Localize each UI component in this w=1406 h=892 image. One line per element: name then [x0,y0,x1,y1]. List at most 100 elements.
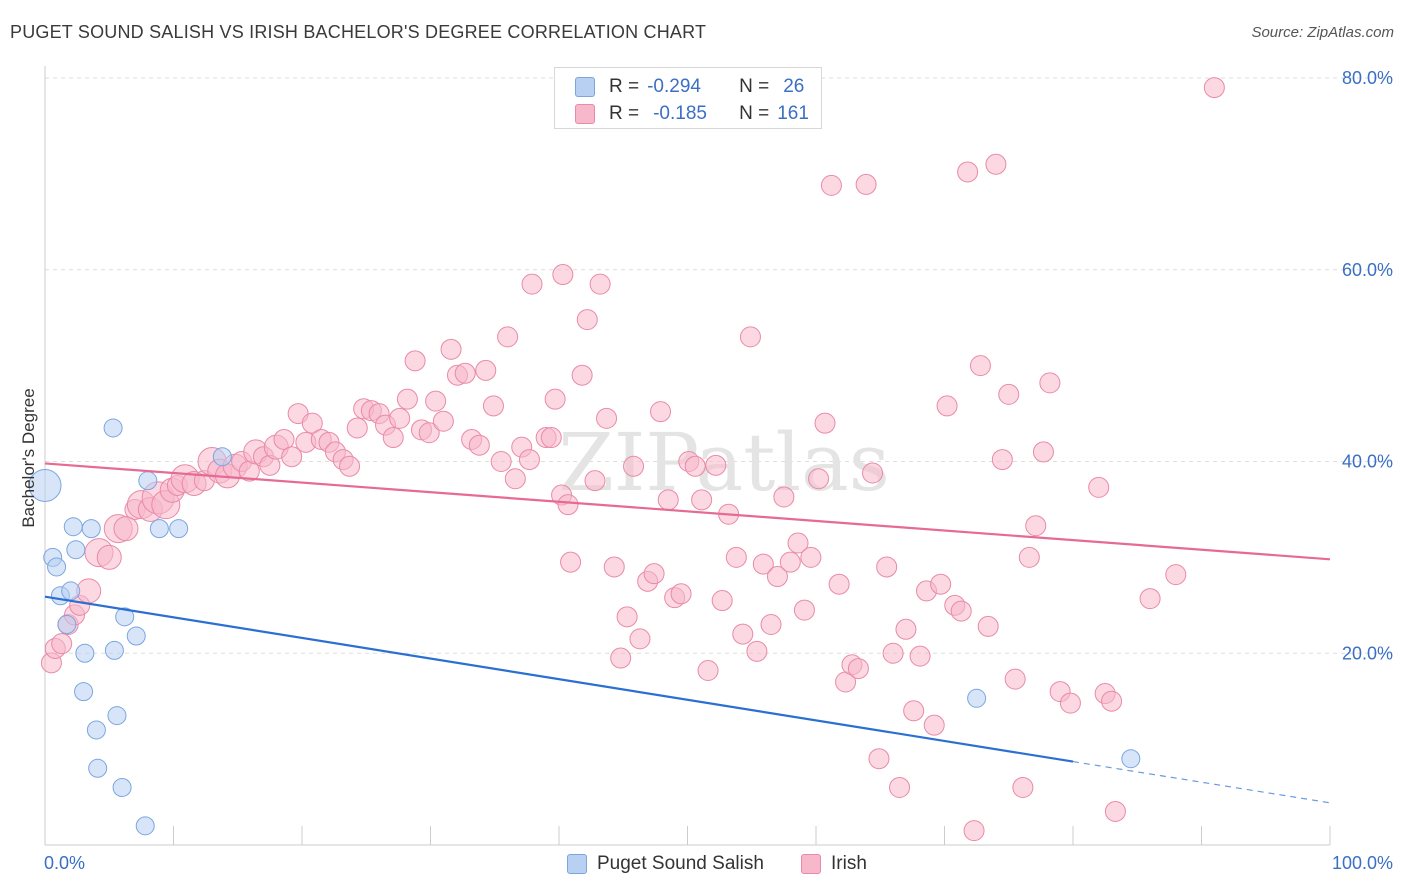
irish-point [273,428,295,450]
salish-point [57,614,77,634]
irish-point [889,776,911,798]
irish-point [808,468,830,490]
irish-point [800,546,822,568]
irish-point [725,546,747,568]
irish-point [482,395,504,417]
salish-point [103,418,123,438]
irish-point [787,532,809,554]
irish-point [113,516,139,542]
n-value: 161 [777,103,809,124]
salish-swatch [575,77,595,97]
salish-point [63,517,83,537]
irish-point [957,161,979,183]
salish-point [28,468,62,502]
irish-legend-swatch [801,854,821,874]
irish-point [616,606,638,628]
salish-point [66,540,86,560]
legend-row-salish: R = -0.294 N = 26 [575,74,804,100]
irish-point [650,401,672,423]
irish-point [820,174,842,196]
irish-point [454,362,476,384]
salish-point [47,557,67,577]
irish-point [603,556,625,578]
irish-point [705,454,727,476]
irish-point [1088,476,1110,498]
irish-point [389,407,411,429]
chart-source: Source: ZipAtlas.com [1251,24,1394,41]
irish-point [301,412,323,434]
salish-point [149,519,169,539]
irish-point [739,326,761,348]
irish-point [51,633,73,655]
irish-point [684,455,706,477]
irish-point [1018,546,1040,568]
irish-point [589,273,611,295]
salish-point [138,471,158,491]
irish-point [1012,776,1034,798]
irish-point [1165,564,1187,586]
irish-point [991,449,1013,471]
irish-point [346,417,368,439]
y-tick-label: 60.0% [1342,260,1393,280]
tick-labels: 20.0% 40.0% 60.0% 80.0% 0.0% 100.0% [44,68,1393,873]
irish-point [468,434,490,456]
salish-point [135,816,155,836]
salish-trend-line [44,595,1074,763]
salish-point [1121,749,1141,769]
irish-point [571,364,593,386]
y-tick-label: 80.0% [1342,68,1393,88]
salish-trend-extension [1072,760,1331,804]
salish-point [104,640,124,660]
irish-point [440,338,462,360]
legend-row-irish: R = -0.185 N = 161 [575,101,809,127]
irish-point [936,395,958,417]
irish-point [766,566,788,588]
axes [44,66,1331,846]
irish-point [779,551,801,573]
legend-item-irish: Irish [801,851,867,877]
salish-point [81,519,101,539]
legend-item-salish: Puget Sound Salish [567,851,764,877]
irish-point [773,486,795,508]
salish-point [75,643,95,663]
correlation-legend: R = -0.294 N = 26 R = -0.185 N = 161 [554,67,822,129]
irish-point [998,383,1020,405]
irish-point [396,388,418,410]
irish-point [847,658,869,680]
irish-point [540,427,562,449]
r-value: -0.294 [647,76,701,97]
irish-point [643,563,665,585]
irish-point [521,273,543,295]
irish-point [876,556,898,578]
y-tick-label: 40.0% [1342,452,1393,472]
irish-point [560,551,582,573]
irish-point [382,427,404,449]
y-tick-label: 20.0% [1342,643,1393,663]
salish-point [126,626,146,646]
irish-point [950,600,972,622]
irish-point [895,618,917,640]
irish-point [1203,77,1225,99]
irish-point [963,820,985,842]
irish-points [40,77,1225,842]
irish-point [814,412,836,434]
r-value: -0.185 [653,103,707,124]
irish-point [629,628,651,650]
trend-lines [44,462,1331,804]
salish-point [74,682,94,702]
irish-point [670,583,692,605]
irish-point [404,350,426,372]
irish-point [1104,800,1126,822]
irish-point [576,309,598,331]
irish-point [596,407,618,429]
salish-point [115,607,135,627]
irish-point [552,264,574,286]
salish-points [28,418,1141,836]
r-label: R = [609,103,640,124]
x-tick-label: 100.0% [1332,853,1393,873]
irish-point [623,455,645,477]
salish-point [88,758,108,778]
irish-point [868,748,890,770]
salish-point [112,777,132,797]
